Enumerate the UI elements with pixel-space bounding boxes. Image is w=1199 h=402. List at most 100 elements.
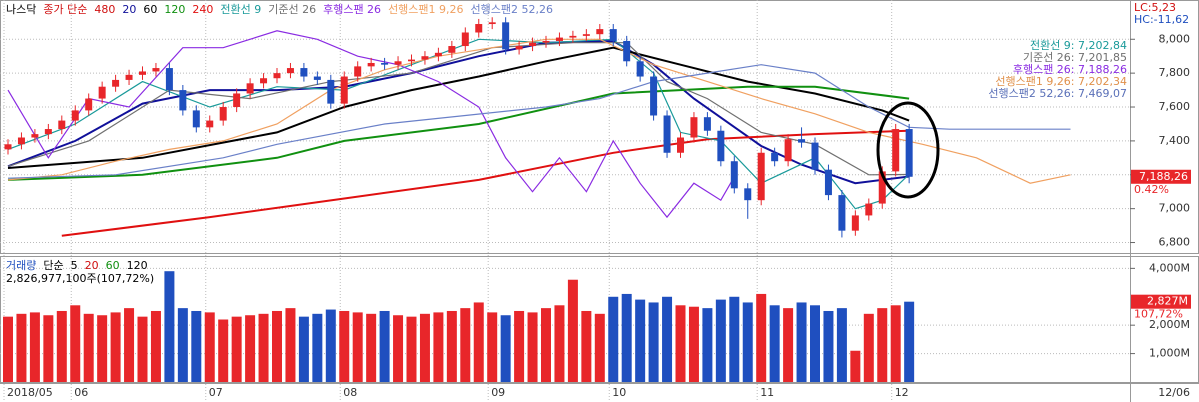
x-end-label: 12/06 xyxy=(1158,386,1190,399)
volume-bar xyxy=(702,308,713,382)
candle-body xyxy=(757,152,765,201)
candle-body xyxy=(515,46,523,50)
candle-body xyxy=(408,59,415,62)
x-tick-label: 07 xyxy=(209,386,223,399)
volume-bar xyxy=(245,315,256,382)
volume-bar xyxy=(769,305,780,382)
candle-body xyxy=(502,22,510,50)
volume-bar xyxy=(836,308,847,382)
volume-bar xyxy=(742,302,753,382)
legend-entry: 나스닥 xyxy=(6,3,36,16)
candle-body xyxy=(448,46,456,53)
x-tick-label: 12 xyxy=(895,386,909,399)
legend-entry: 선행스팬1 9,26 xyxy=(388,3,463,16)
y-tick-label: 4,000M xyxy=(1149,261,1190,274)
last-volume-box xyxy=(1131,294,1191,309)
candle-body xyxy=(273,73,281,79)
volume-bar xyxy=(460,308,471,382)
legend-entry: 60 xyxy=(106,259,120,272)
x-tick-label: 11 xyxy=(760,386,774,399)
y-tick-label: 7,600 xyxy=(1159,100,1191,113)
volume-subtitle: 2,826,977,100주(107,72%) xyxy=(6,272,154,285)
candle-body xyxy=(677,137,684,153)
ratio-label: 107,72% xyxy=(1134,308,1183,321)
indicator-line xyxy=(7,38,910,210)
indicator-line xyxy=(7,39,910,185)
volume-bar xyxy=(688,306,699,382)
candle-body xyxy=(152,68,160,72)
indicator-value: 선행스팬2 52,26: 7,469,07 xyxy=(988,87,1127,100)
volume-bar xyxy=(594,313,605,382)
info-label: LC:5,23 xyxy=(1134,1,1176,14)
volume-bar xyxy=(729,296,740,382)
candle-body xyxy=(381,62,389,65)
indicator-line xyxy=(7,85,910,181)
indicator-line xyxy=(7,46,910,169)
volume-bar xyxy=(877,308,888,382)
legend-entry: 20 xyxy=(122,3,136,16)
candle-body xyxy=(824,169,832,196)
volume-bar xyxy=(298,316,309,382)
volume-bar xyxy=(850,350,861,382)
candle-body xyxy=(165,68,173,91)
candle-body xyxy=(811,142,819,170)
candle-body xyxy=(125,74,133,80)
grid xyxy=(0,0,1135,402)
indicator-line xyxy=(7,30,735,219)
candle-body xyxy=(246,83,254,94)
legend-entry: 단순 xyxy=(43,259,63,272)
candle-body xyxy=(542,40,550,43)
volume-bar xyxy=(756,293,767,382)
indicator-value: 선행스팬1 9,26: 7,202,34 xyxy=(995,75,1127,88)
candle-body xyxy=(260,78,268,84)
volume-bar xyxy=(796,302,807,382)
candle-body xyxy=(206,120,214,128)
candle-body xyxy=(730,161,738,189)
volume-bar xyxy=(177,308,188,382)
legend-entry: 선행스팬2 52,26 xyxy=(471,3,553,16)
volume-bar xyxy=(406,316,417,382)
last-price-box xyxy=(1131,169,1191,184)
legend-entry: 240 xyxy=(192,3,213,16)
volume-bar xyxy=(70,305,81,382)
indicator-value: 전환선 9: 7,202,84 xyxy=(1030,39,1127,52)
volume-bar xyxy=(904,301,915,382)
candle-body xyxy=(340,76,348,104)
marks xyxy=(3,17,1071,382)
volume-bar xyxy=(823,310,834,382)
volume-bar xyxy=(285,308,296,382)
volume-bar xyxy=(581,310,592,382)
volume-bar xyxy=(675,305,686,382)
legend-entry: 기준선 26 xyxy=(268,3,316,16)
candle-body xyxy=(17,137,25,145)
volume-bar xyxy=(446,310,457,382)
legend-entry: 480 xyxy=(94,3,115,16)
volume-bar xyxy=(635,299,646,382)
candle-body xyxy=(71,110,79,121)
candle-body xyxy=(663,115,671,153)
volume-bar xyxy=(110,312,121,382)
candle-body xyxy=(44,129,52,135)
candle-body xyxy=(488,22,496,25)
volume-bar xyxy=(379,310,390,382)
info-label: HC:-11,62 xyxy=(1134,13,1189,26)
candle-body xyxy=(892,129,900,172)
candle-body xyxy=(865,203,873,216)
volume-bar xyxy=(164,271,175,382)
volume-bar xyxy=(83,313,94,382)
volume-bar xyxy=(325,309,336,382)
y-tick-label: 6,800 xyxy=(1159,236,1191,249)
volume-bar xyxy=(43,315,54,382)
candle-body xyxy=(112,79,120,87)
indicator-line xyxy=(7,42,910,176)
legend-entry: 120 xyxy=(164,3,185,16)
legend-entry: 120 xyxy=(127,259,148,272)
volume-bar xyxy=(514,310,525,382)
candle-body xyxy=(434,52,442,57)
volume-bar xyxy=(272,310,282,382)
volume-bar xyxy=(541,308,551,382)
volume-bar xyxy=(648,302,659,382)
legend-entry: 20 xyxy=(85,259,99,272)
volume-bar xyxy=(366,313,377,382)
volume-bar xyxy=(352,312,363,382)
